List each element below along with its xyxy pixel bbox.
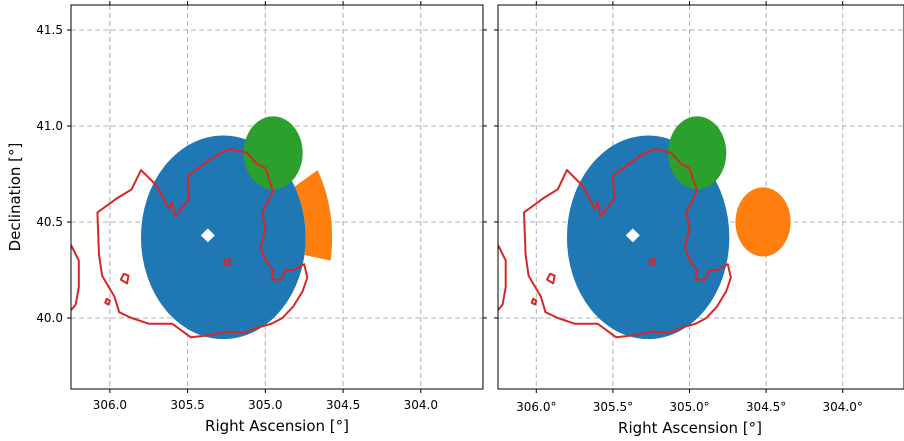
- left-ticks: 306.0 305.5 305.0 304.5 304.0 40.0 40.5 41.0 41.…: [36, 1, 487, 412]
- right-source-marker: [625, 228, 640, 243]
- left-xtick-label-4: 304.0: [404, 398, 438, 412]
- left-contour-small: [223, 257, 231, 266]
- left-contour-main: [96, 148, 309, 339]
- left-contour-edge_left: [71, 244, 80, 311]
- right-contour-main: [523, 148, 732, 339]
- left-x-axis-label: Right Ascension [°]: [205, 417, 349, 435]
- right-region-orange-circle: [735, 187, 791, 257]
- right-contour-edge_left: [498, 244, 507, 311]
- right-panel: 306.0° 305.5° 305.0° 304.5° 304.0° Right Asc…: [494, 1, 904, 437]
- left-ytick-label-3: 41.5: [36, 23, 63, 37]
- right-plot-area: [498, 5, 904, 389]
- left-ytick-label-0: 40.0: [36, 311, 63, 325]
- left-contour-dot_a: [119, 272, 130, 285]
- left-xtick-label-2: 305.0: [248, 398, 282, 412]
- left-source-marker: [200, 228, 215, 243]
- left-xtick-label-0: 306.0: [93, 398, 127, 412]
- right-region-green-circle: [668, 116, 727, 190]
- right-xtick-label-2: 305.0°: [669, 400, 709, 414]
- left-xtick-label-1: 305.5: [170, 398, 204, 412]
- right-contour-dot_a: [546, 272, 556, 285]
- right-xtick-label-1: 305.5°: [593, 400, 633, 414]
- right-contour-small: [648, 257, 656, 266]
- left-xtick-label-3: 304.5: [326, 398, 360, 412]
- right-xtick-label-0: 306.0°: [516, 400, 556, 414]
- left-region-green-circle: [243, 116, 303, 190]
- left-region-orange-wedge: [294, 170, 333, 261]
- left-ytick-label-2: 41.0: [36, 119, 63, 133]
- right-axes-frame: [497, 4, 904, 390]
- left-contour-dot_b: [104, 297, 111, 306]
- left-panel: 306.0 305.5 305.0 304.5 304.0 40.0 40.5 41.0 41.…: [6, 1, 487, 435]
- left-y-axis-label: Declination [°]: [6, 143, 24, 252]
- left-axes-frame: [70, 4, 484, 390]
- right-xtick-label-3: 304.5°: [746, 400, 786, 414]
- right-contour-dot_b: [530, 297, 538, 306]
- left-plot-area: [71, 5, 483, 389]
- left-ytick-label-1: 40.5: [36, 215, 63, 229]
- right-ticks: 306.0° 305.5° 305.0° 304.5° 304.0°: [494, 1, 863, 414]
- right-x-axis-label: Right Ascension [°]: [618, 419, 762, 437]
- right-xtick-label-4: 304.0°: [823, 400, 863, 414]
